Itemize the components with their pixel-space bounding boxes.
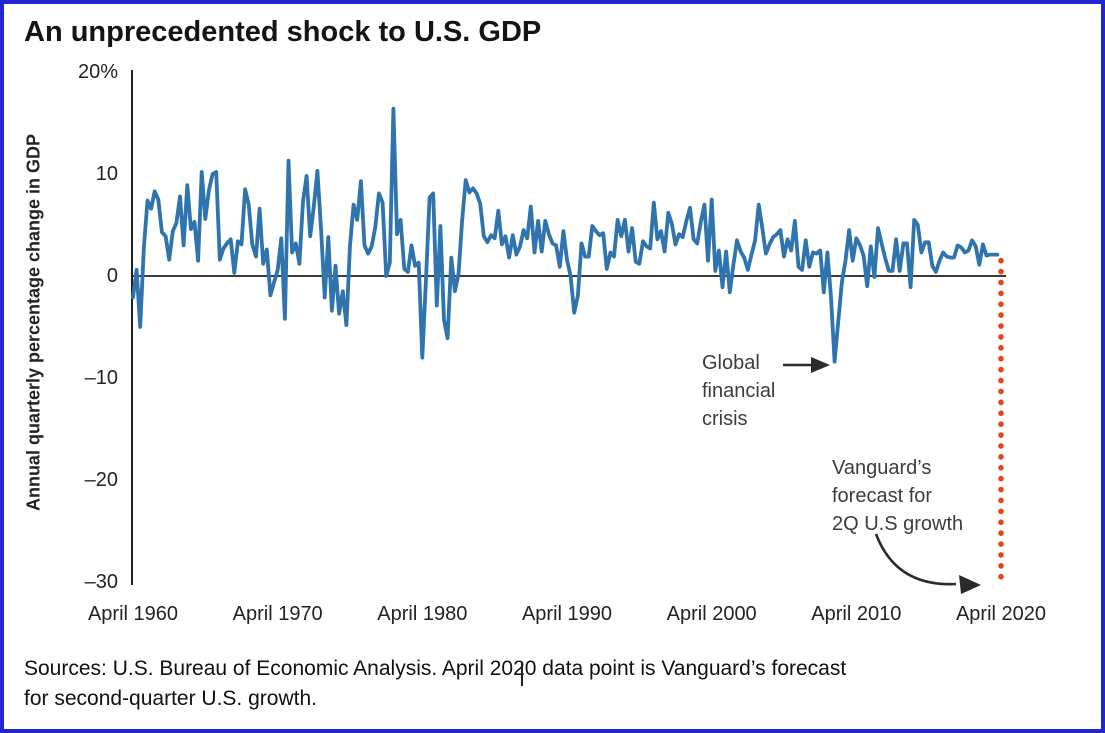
gfc-arrow	[783, 357, 830, 373]
x-tick-label: April 1990	[521, 603, 613, 625]
x-tick-label: April 1960	[87, 603, 179, 625]
x-tick-label: April 2000	[666, 603, 757, 625]
x-tick-label: April 1980	[377, 603, 468, 625]
y-tick-label: 10	[95, 163, 118, 185]
chart-title: An unprecedented shock to U.S. GDP	[24, 16, 542, 48]
y-tick-label: –10	[84, 367, 118, 389]
gdp-line-series	[131, 106, 1000, 364]
forecast-curved-arrow	[874, 533, 981, 594]
x-tick-label: April 1970	[232, 603, 323, 625]
text-cursor	[521, 662, 523, 686]
y-tick-label: –30	[84, 571, 118, 593]
x-tick-label: April 2010	[811, 603, 902, 625]
y-tick-label: 0	[106, 265, 118, 287]
annotation-global-financial-crisis: Global financial crisis	[702, 352, 776, 430]
source-footnote: Sources: U.S. Bureau of Economic Analysi…	[24, 657, 847, 710]
y-tick-label: 20%	[77, 61, 118, 83]
annotation-vanguard-forecast: Vanguard’s forecast for 2Q U.S growth	[832, 457, 964, 535]
y-tick-label: –20	[84, 469, 118, 491]
chart-canvas	[131, 70, 1006, 594]
x-tick-label: April 2020	[955, 603, 1047, 625]
